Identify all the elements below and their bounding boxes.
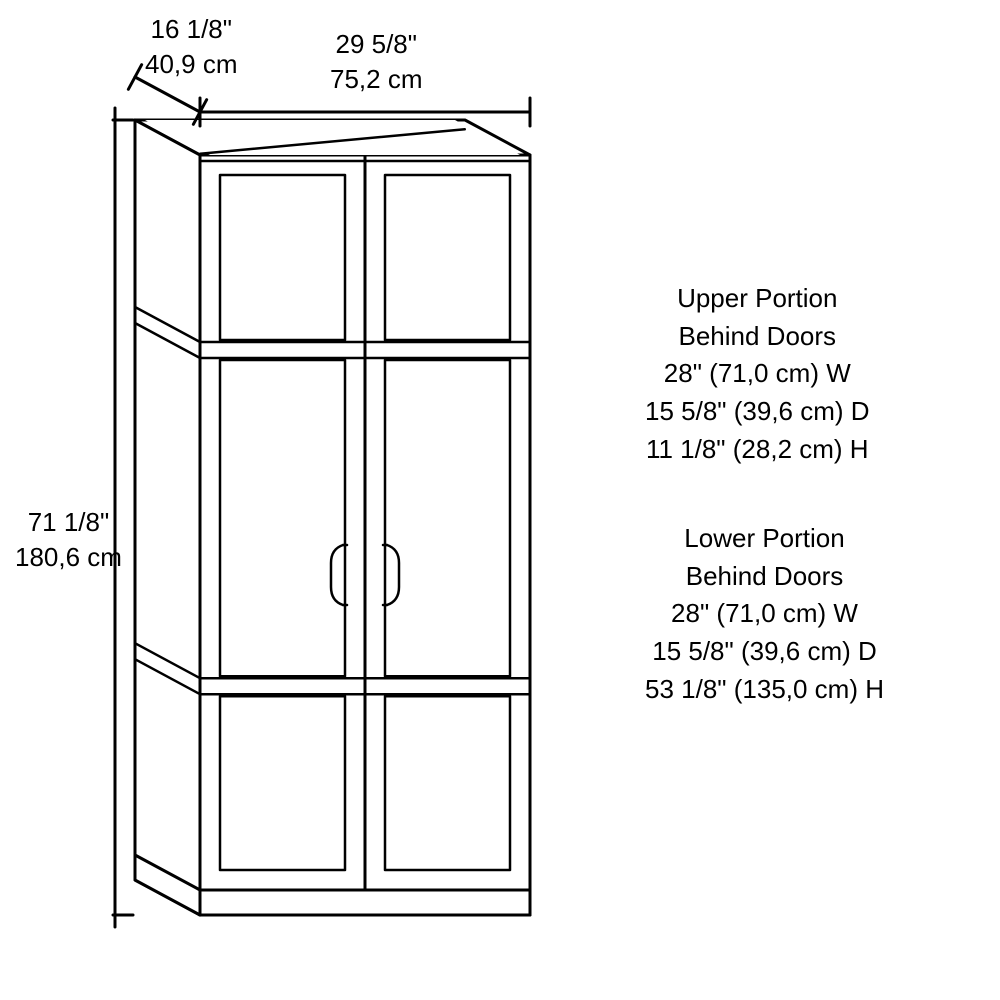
diagram-canvas: 16 1/8" 40,9 cm 29 5/8" 75,2 cm 71 1/8" … xyxy=(0,0,1000,1000)
cabinet-line-drawing xyxy=(0,0,1000,1000)
